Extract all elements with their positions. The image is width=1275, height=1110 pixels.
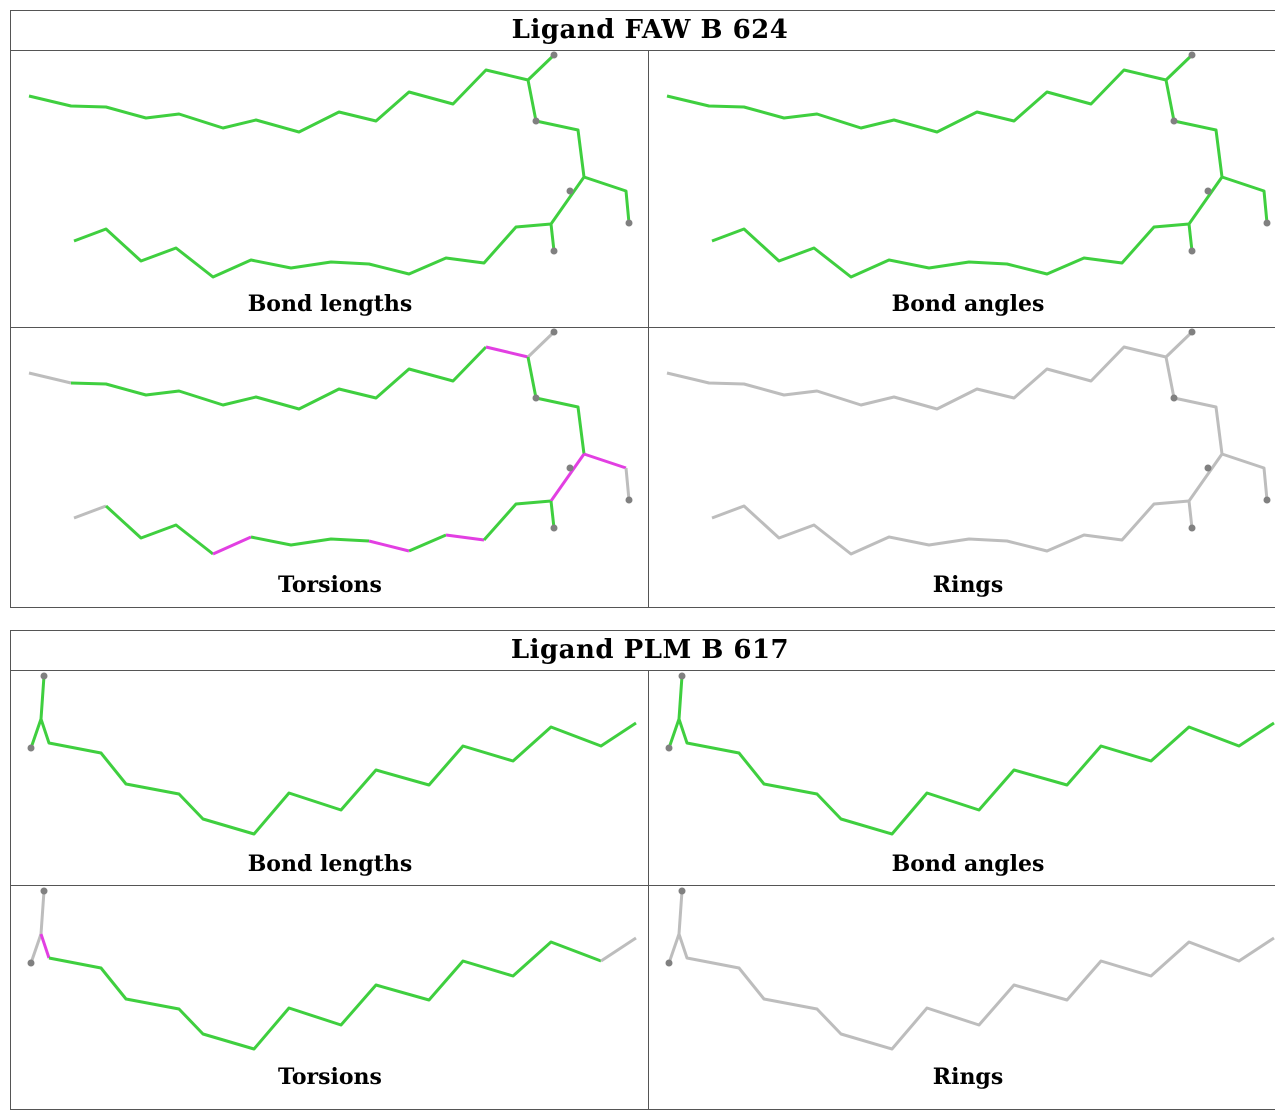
molecule-diagram xyxy=(28,51,633,279)
panel-divider-vertical xyxy=(648,50,649,607)
molecule-diagram xyxy=(666,328,1271,556)
molecule-diagram xyxy=(666,51,1271,279)
panel-divider-horizontal xyxy=(11,327,1275,328)
panel-divider-vertical xyxy=(648,670,649,1109)
molecule-diagram xyxy=(27,887,637,1051)
ligand-title: Ligand FAW B 624 xyxy=(11,11,1275,51)
panel-rings: Rings xyxy=(649,328,1275,608)
panel-caption: Bond angles xyxy=(891,291,1045,317)
atom-markers xyxy=(532,51,633,255)
panel-torsions: Torsions xyxy=(11,886,649,1106)
ligand-title: Ligand PLM B 617 xyxy=(11,631,1275,671)
ligand-section-plm: Ligand PLM B 617 Bond lengths Bond angle… xyxy=(10,630,1275,1110)
panel-torsions: Torsions xyxy=(11,328,649,608)
panel-divider-horizontal xyxy=(11,885,1275,886)
panel-caption: Bond angles xyxy=(891,851,1045,877)
molecule-diagram xyxy=(28,328,633,556)
panel-caption: Rings xyxy=(932,1064,1004,1090)
panel-caption: Torsions xyxy=(278,1064,382,1090)
molecule-diagram xyxy=(665,672,1275,836)
panel-caption: Rings xyxy=(932,572,1004,598)
chain-upper xyxy=(28,53,631,224)
chain-lower xyxy=(73,176,586,279)
panel-bond-angles: Bond angles xyxy=(649,51,1275,327)
molecule-diagram xyxy=(27,672,637,836)
panel-bond-angles: Bond angles xyxy=(649,671,1275,885)
molecule-diagram xyxy=(665,887,1275,1051)
panel-rings: Rings xyxy=(649,886,1275,1106)
panel-caption: Torsions xyxy=(278,572,382,598)
panel-caption: Bond lengths xyxy=(247,291,413,317)
panel-bond-lengths: Bond lengths xyxy=(11,671,649,885)
panel-bond-lengths: Bond lengths xyxy=(11,51,649,327)
panel-caption: Bond lengths xyxy=(247,851,413,877)
ligand-section-faw: Ligand FAW B 624 Bond lengths xyxy=(10,10,1275,608)
